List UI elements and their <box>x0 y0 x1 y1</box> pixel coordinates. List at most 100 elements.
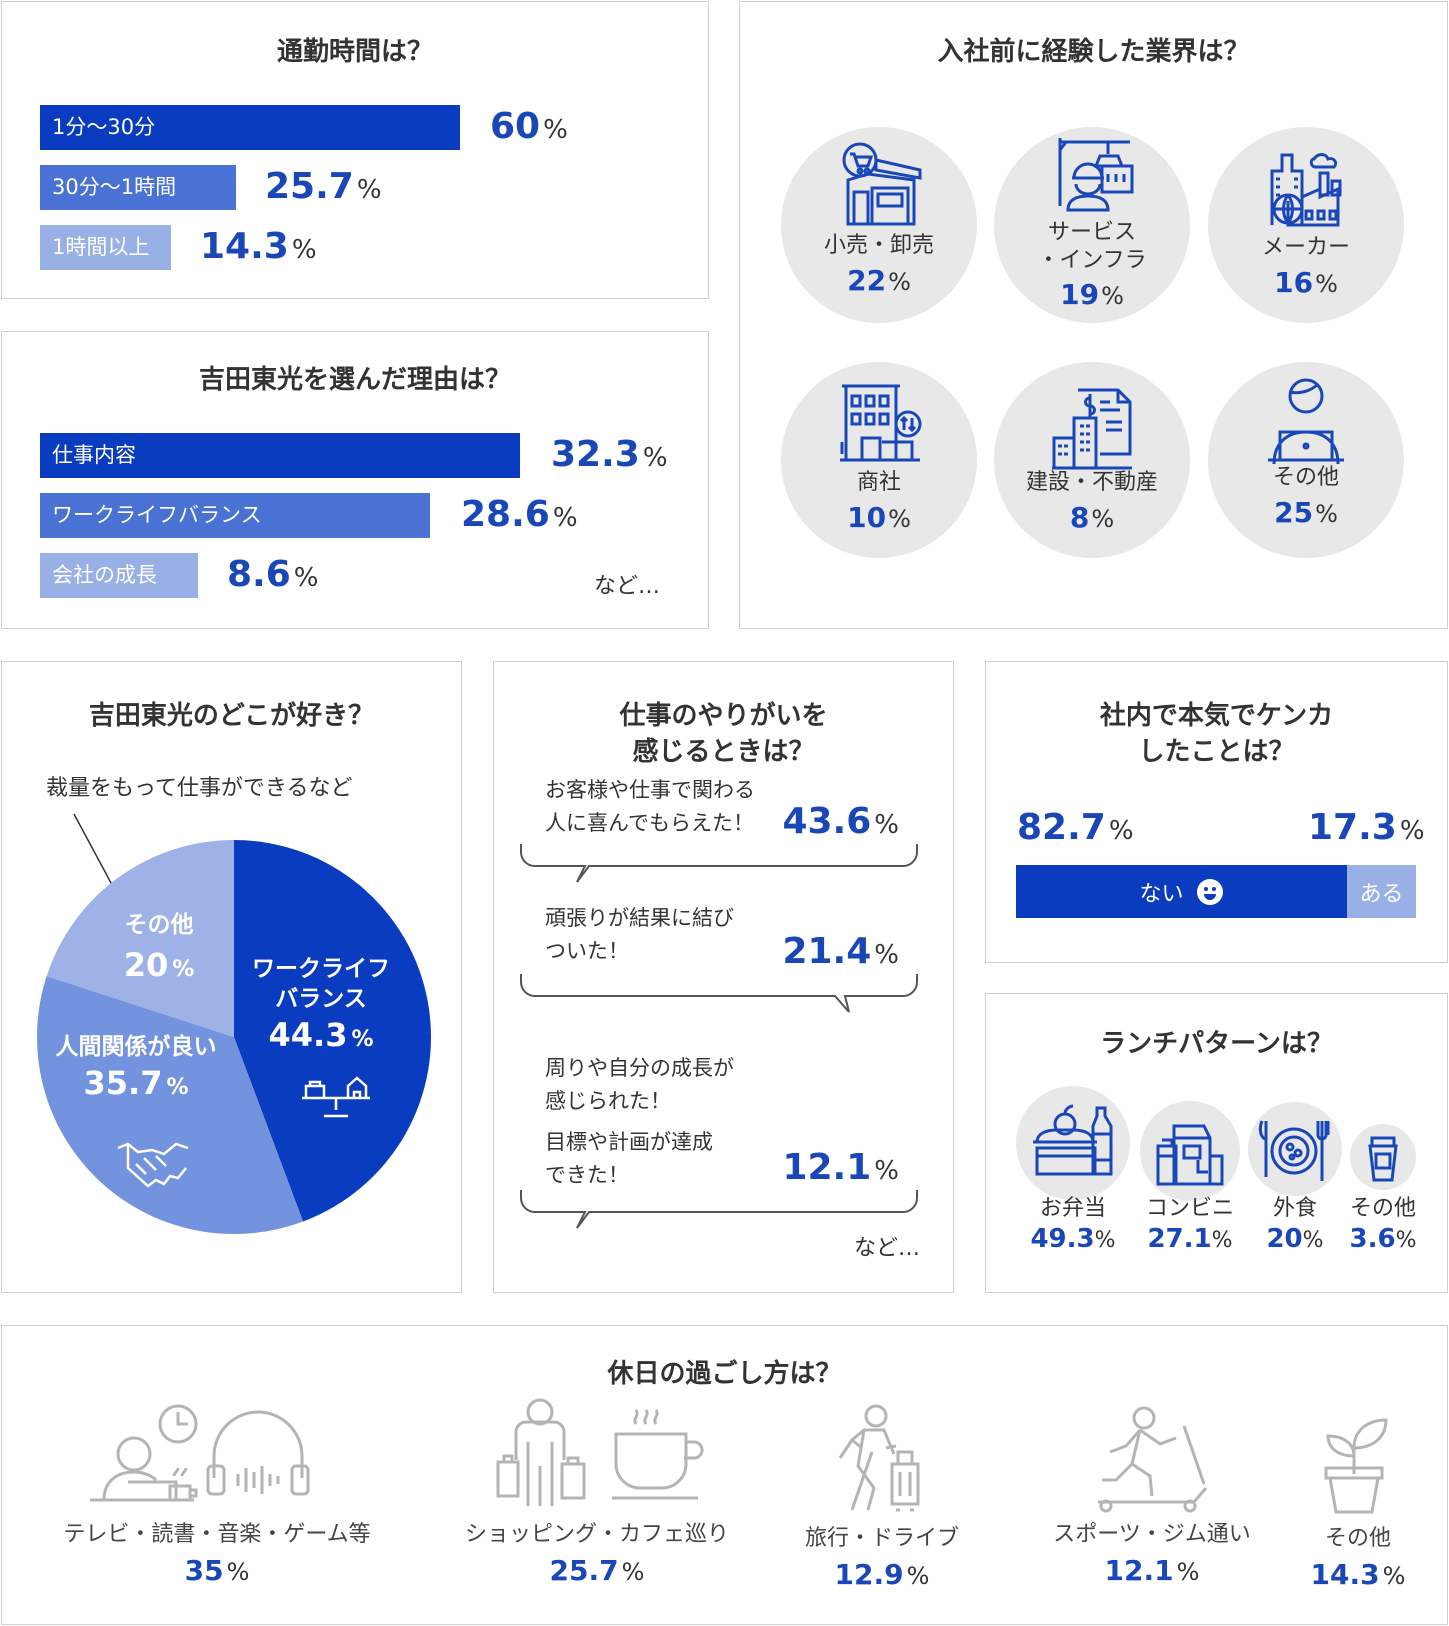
reason-label-1: ワークライフバランス <box>52 503 262 527</box>
holiday-value-4: 14.3% <box>1310 1558 1406 1591</box>
worth-value-0: 43.6% <box>782 801 899 842</box>
industry-title: 入社前に経験した業界は？ <box>937 37 1250 67</box>
industry-item-2: メーカー 16% <box>1208 234 1404 299</box>
holiday-name-3: スポーツ・ジム通い <box>1053 1522 1251 1547</box>
holiday-item-3: スポーツ・ジム通い 12.1% <box>1032 1516 1272 1587</box>
lunch-name-3: その他 <box>1349 1196 1416 1221</box>
holiday-item-0: テレビ・読書・音楽・ゲーム等 35% <box>32 1516 402 1587</box>
lunch-name-2: 外食 <box>1272 1196 1317 1221</box>
industry-circle-1 <box>994 127 1190 323</box>
industry-item-3: 商社 10% <box>781 469 977 534</box>
industry-value-2: 16% <box>1274 265 1338 299</box>
smile-icon <box>1196 878 1223 905</box>
lunch-name-1: コンビニ <box>1145 1196 1234 1221</box>
factory-icon <box>1270 153 1342 227</box>
speech-bubble-line-0 <box>520 844 918 883</box>
fight-yes-label: ある <box>1359 881 1404 907</box>
relax-headphones-icon <box>90 1404 310 1502</box>
coffee-cup-icon <box>1368 1136 1398 1182</box>
holiday-name-4: その他 <box>1324 1526 1391 1551</box>
speech-bubble-line-1 <box>520 974 918 1013</box>
fight-yes-bar: ある <box>1347 865 1416 918</box>
reason-value-0: 32.3% <box>551 434 668 475</box>
industry-value-4: 8% <box>1069 500 1115 534</box>
lunch-value-3: 3.6% <box>1349 1224 1417 1254</box>
lunch-item-0: お弁当 49.3% <box>1013 1190 1133 1254</box>
like-title: 吉田東光のどこが好き？ <box>88 701 375 731</box>
fight-panel: 社内で本気でケンカ したことは？ 82.7% 17.3% ない ある <box>985 661 1448 963</box>
worth-label-1b: ついた！ <box>545 939 629 963</box>
worth-label-0a: お客様や仕事で関わる <box>545 778 755 802</box>
holiday-name-2: 旅行・ドライブ <box>804 1526 959 1551</box>
commute-bar-2: 1時間以上 <box>40 225 171 270</box>
commute-value-2: 14.3% <box>200 226 317 267</box>
worth-panel: 仕事のやりがいを 感じるときは？ お客様や仕事で関わる 人に喜んでもらえた！ 43.… <box>493 661 954 1293</box>
industry-name-2: メーカー <box>1261 235 1350 260</box>
pie-slice-relationships <box>37 976 304 1234</box>
commute-bar-0: 1分〜30分 <box>40 105 460 150</box>
reason-panel: 吉田東光を選んだ理由は？ 仕事内容 32.3% ワークライフバランス 28.6%… <box>1 331 709 629</box>
industry-name-1b: ・インフラ <box>1037 247 1147 273</box>
office-building-icon <box>840 384 922 462</box>
industry-value-1: 19% <box>1060 278 1124 311</box>
pie-label-1: 人間関係が良い 35.7% <box>55 1034 217 1102</box>
shopping-cafe-icon <box>496 1398 704 1506</box>
industry-value-3: 10% <box>847 500 911 534</box>
holiday-title: 休日の過ごし方は？ <box>607 1359 842 1389</box>
commute-value-1: 25.7% <box>265 166 382 207</box>
industry-name-0: 小売・卸売 <box>823 233 934 258</box>
convenience-store-icon <box>1156 1124 1224 1186</box>
reason-label-0: 仕事内容 <box>52 443 136 467</box>
commute-value-0: 60% <box>490 106 568 147</box>
worth-label-2c: 目標や計画が達成 <box>545 1130 713 1154</box>
worth-label-0b: 人に喜んでもらえた！ <box>545 811 754 835</box>
lunch-name-0: お弁当 <box>1039 1196 1106 1221</box>
reason-bar-0: 仕事内容 <box>40 433 520 478</box>
speech-bubble-line-2 <box>520 1190 918 1229</box>
industry-panel: 入社前に経験した業界は？ 小売・卸売 22% サービス ・インフラ 19% メー… <box>739 1 1448 629</box>
store-icon <box>842 142 922 226</box>
treadmill-icon <box>1098 1406 1208 1513</box>
industry-name-1a: サービス <box>1047 220 1136 245</box>
worth-item-1: 頑張りが結果に結び ついた！ 21.4% <box>519 902 919 1013</box>
commute-title: 通勤時間は？ <box>276 37 433 67</box>
like-note: 裁量をもって仕事ができるなど <box>46 776 353 801</box>
industry-item-4: 建設・不動産 8% <box>994 469 1190 534</box>
traveler-icon <box>838 1404 920 1512</box>
like-panel: 吉田東光のどこが好き？ 裁量をもって仕事ができるなど ワークライフ バランス 44… <box>1 661 462 1293</box>
plate-icon <box>1258 1120 1330 1181</box>
holiday-item-1: ショッピング・カフェ巡り 25.7% <box>432 1516 762 1587</box>
pie-label-0: ワークライフ バランス 44.3% <box>252 956 390 1054</box>
commute-panel: 通勤時間は？ 1分〜30分 60% 30分〜1時間 25.7% 1時間以上 14… <box>1 1 709 299</box>
lunch-value-0: 49.3% <box>1030 1224 1116 1254</box>
worth-title: 仕事のやりがいを 感じるときは？ <box>619 701 828 768</box>
like-note-pointer <box>73 813 119 897</box>
industry-value-5: 25% <box>1274 495 1338 529</box>
commute-label-2: 1時間以上 <box>52 235 150 259</box>
holiday-value-2: 12.9% <box>834 1558 930 1591</box>
handshake-icon <box>117 1142 189 1188</box>
holiday-name-0: テレビ・読書・音楽・ゲーム等 <box>63 1522 371 1547</box>
worth-item-0: お客様や仕事で関わる 人に喜んでもらえた！ 43.6% <box>519 774 919 884</box>
fight-yes-value: 17.3% <box>1308 807 1425 848</box>
industry-item-0: 小売・卸売 22% <box>781 232 977 297</box>
holiday-item-4: その他 14.3% <box>1288 1520 1428 1591</box>
fight-no-bar: ない <box>1016 865 1347 918</box>
real-estate-icon <box>1052 388 1132 470</box>
worth-label-2b: 感じられた！ <box>545 1089 671 1113</box>
holiday-item-2: 旅行・ドライブ 12.9% <box>782 1520 982 1591</box>
balance-scale-icon <box>302 1076 370 1118</box>
commute-label-0: 1分〜30分 <box>52 115 156 139</box>
worth-label-2a: 周りや自分の成長が <box>545 1056 734 1080</box>
reason-label-2: 会社の成長 <box>52 563 157 587</box>
reason-etc: など… <box>594 574 661 599</box>
like-pie-chart <box>37 813 431 1234</box>
reason-title: 吉田東光を選んだ理由は？ <box>198 365 511 395</box>
lunch-item-2: 外食 20% <box>1236 1190 1354 1254</box>
industry-item-5: その他 25% <box>1208 464 1404 529</box>
bento-icon <box>1033 1104 1113 1176</box>
fight-title: 社内で本気でケンカ したことは？ <box>1099 701 1334 768</box>
holiday-panel: 休日の過ごし方は？ テレビ・読書・音楽・ゲーム等 35% ショッピング・カフェ巡… <box>1 1325 1448 1625</box>
pie-slice-work-life-balance <box>234 840 431 1222</box>
holiday-value-0: 35% <box>184 1554 250 1587</box>
